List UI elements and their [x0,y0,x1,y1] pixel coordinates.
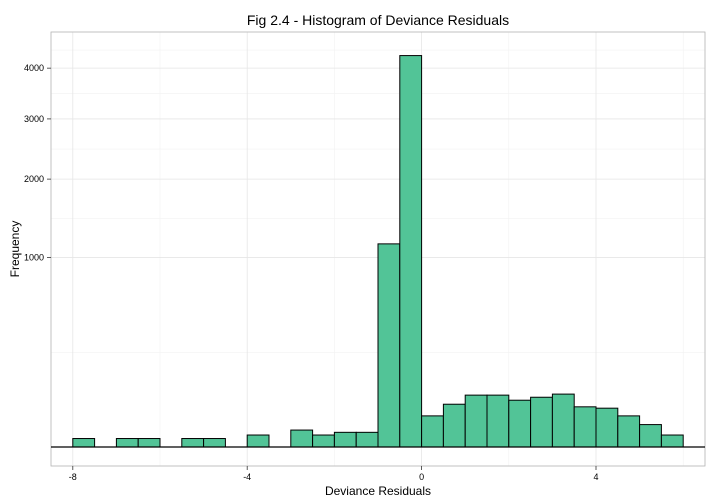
y-axis-title: Frequency [8,221,22,278]
x-tick-label: 4 [593,472,598,482]
y-tick-label: 4000 [24,63,44,73]
y-axis-ticks: 1000 2000 3000 4000 [24,63,51,263]
x-tick-label: 0 [419,472,424,482]
x-tick-label: -4 [243,472,251,482]
histogram-bar [486,394,510,448]
histogram-bar [660,434,684,448]
histogram-bar [246,434,270,448]
histogram-bar [181,438,205,448]
histogram-bar [290,429,314,448]
histogram-bar [551,393,575,448]
histogram-bar [203,438,226,448]
chart-title: Fig 2.4 - Histogram of Deviance Residual… [247,12,509,28]
histogram-bar [333,431,357,448]
y-tick-label: 2000 [24,174,44,184]
histogram-bar [312,434,335,448]
histogram-bar [137,438,161,448]
y-tick-label: 3000 [24,114,44,124]
plot-panel-border [50,31,706,467]
y-tick-label: 1000 [24,253,44,263]
histogram-bar [573,406,597,448]
histogram-bar [464,394,488,448]
histogram-bar [355,431,379,448]
histogram-bar [442,403,466,448]
x-tick-label: -8 [69,472,77,482]
histogram-bar [72,438,96,448]
histogram-bar [595,407,619,448]
histogram-bar [639,424,662,448]
x-axis-ticks: -8 -4 0 4 [69,466,599,482]
minor-gridlines [51,32,705,466]
histogram-bars [72,55,684,448]
histogram-bar [421,415,444,448]
histogram-bar [508,399,532,448]
histogram-bar [115,438,139,448]
histogram-bar [617,415,641,448]
major-gridlines [51,32,705,466]
x-axis-title: Deviance Residuals [325,484,431,498]
histogram-bar [377,243,401,448]
histogram-bar [399,55,423,448]
histogram-bar [530,396,553,448]
